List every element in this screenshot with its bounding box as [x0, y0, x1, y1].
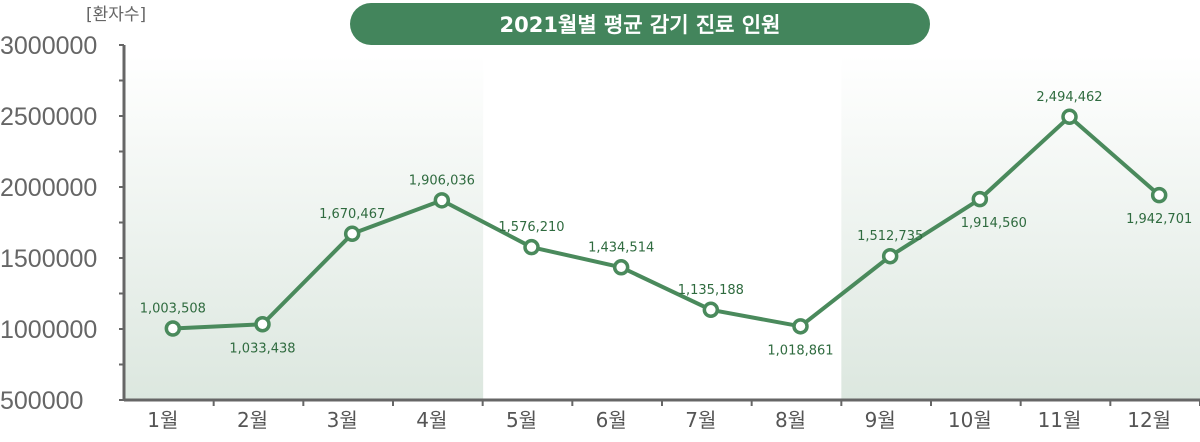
- data-label: 1,033,438: [229, 341, 295, 356]
- x-tick-label: 9월: [865, 408, 896, 432]
- data-label: 2,494,462: [1036, 90, 1102, 105]
- x-tick-label: 3월: [327, 408, 358, 432]
- data-point: [881, 247, 899, 265]
- data-point: [523, 238, 540, 256]
- x-tick-label: 10월: [948, 408, 992, 432]
- data-label: 1,018,861: [767, 343, 833, 358]
- shaded-region: [213, 55, 304, 400]
- data-point: [1150, 186, 1168, 204]
- shaded-region: [393, 55, 484, 400]
- shaded-region: [124, 55, 215, 400]
- data-point: [254, 316, 271, 333]
- data-label: 1,906,036: [409, 173, 475, 188]
- y-tick-label: 500000: [0, 387, 83, 415]
- data-label: 1,914,560: [961, 216, 1027, 231]
- x-tick-label: 1월: [147, 408, 178, 432]
- y-tick-label: 2500000: [0, 103, 97, 131]
- data-point: [433, 192, 451, 209]
- x-tick-label: 12월: [1127, 408, 1171, 432]
- data-point: [612, 259, 630, 276]
- x-tick-label: 11월: [1038, 408, 1082, 432]
- data-point: [702, 301, 720, 319]
- data-point: [971, 190, 989, 208]
- shaded-region: [1110, 55, 1200, 400]
- shaded-region: [841, 55, 932, 400]
- data-label: 1,670,467: [319, 207, 385, 222]
- x-tick-label: 8월: [775, 408, 806, 432]
- data-label: 1,003,508: [140, 302, 206, 317]
- x-tick-label: 7월: [685, 408, 716, 432]
- y-tick-label: 3000000: [0, 32, 97, 60]
- data-label: 1,576,210: [498, 220, 564, 235]
- y-tick-label: 1500000: [0, 245, 97, 273]
- x-tick-label: 4월: [416, 408, 447, 432]
- data-point: [343, 225, 361, 243]
- data-point: [1061, 108, 1078, 126]
- data-label: 1,135,188: [678, 283, 744, 298]
- x-tick-label: 5월: [506, 408, 537, 432]
- data-point: [792, 318, 809, 335]
- data-label: 1,434,514: [588, 240, 654, 255]
- x-tick-label: 6월: [596, 408, 627, 432]
- data-label: 1,942,701: [1126, 212, 1192, 227]
- shaded-region: [931, 55, 1022, 400]
- series-line: [172, 114, 1161, 331]
- data-label: 1,512,735: [857, 229, 923, 244]
- y-axis-unit-label: [환자수]: [86, 5, 147, 25]
- data-point: [164, 320, 182, 337]
- x-tick-label: 2월: [237, 408, 268, 432]
- y-tick-label: 2000000: [0, 174, 97, 202]
- shaded-region: [1020, 55, 1111, 400]
- chart-title: 2021월별 평균 감기 진료 인원: [350, 3, 930, 45]
- y-tick-label: 1000000: [0, 316, 97, 344]
